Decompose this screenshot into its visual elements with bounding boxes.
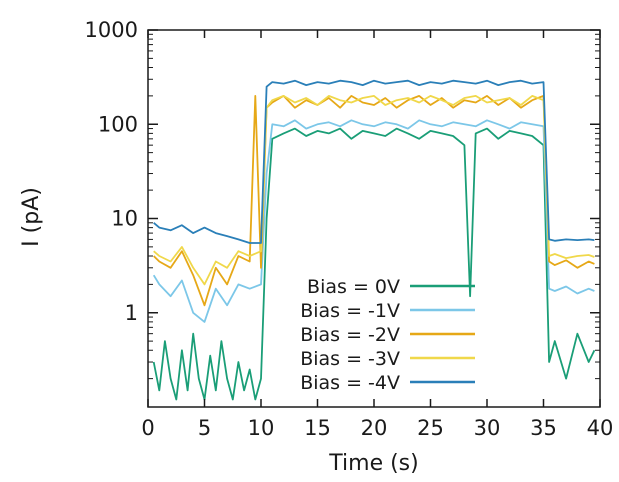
x-tick-label: 10 <box>248 416 275 440</box>
legend-label-2: Bias = -2V <box>300 324 400 346</box>
x-tick-label: 35 <box>530 416 557 440</box>
x-tick-label: 20 <box>361 416 388 440</box>
plot-background <box>148 30 600 407</box>
axes-layer: 0 5 10 15 20 25 30 35 40 1 10 100 1000 <box>85 18 614 440</box>
series-line-3 <box>153 95 595 286</box>
y-axis-title: I (pA) <box>19 187 44 247</box>
x-tick-label: 40 <box>587 416 614 440</box>
legend-label-4: Bias = -4V <box>300 372 400 394</box>
legend-label-3: Bias = -3V <box>300 348 400 370</box>
series-line-0 <box>152 127 596 401</box>
series-line-1 <box>152 119 595 323</box>
y-tick-label: 10 <box>111 207 138 231</box>
legend-label-1: Bias = -1V <box>300 300 400 322</box>
x-tick-label: 30 <box>474 416 501 440</box>
plot-area <box>148 30 600 407</box>
x-tick-label: 0 <box>141 416 154 440</box>
legend-label-0: Bias = 0V <box>307 276 400 298</box>
series-line-4 <box>153 79 595 244</box>
x-tick-label: 15 <box>304 416 331 440</box>
y-tick-label: 100 <box>98 112 138 136</box>
x-tick-label: 25 <box>417 416 444 440</box>
x-axis-title: Time (s) <box>328 451 418 476</box>
series-layer <box>152 79 596 401</box>
series-line-2 <box>153 95 595 307</box>
y-tick-label: 1000 <box>85 18 138 42</box>
y-tick-label: 1 <box>125 301 138 325</box>
x-tick-label: 5 <box>198 416 211 440</box>
